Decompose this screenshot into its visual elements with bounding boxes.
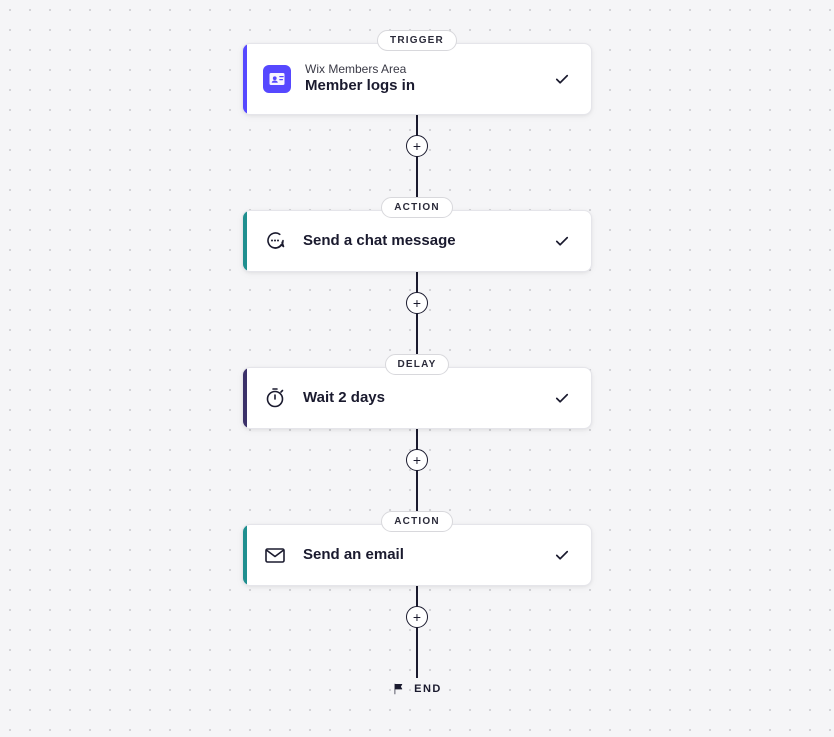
app-icon-members: [263, 65, 291, 93]
stopwatch-icon: [263, 386, 287, 410]
card-accent: [243, 525, 247, 585]
card-accent: [243, 44, 247, 114]
card-text: Send a chat message: [303, 231, 553, 251]
card-text: Send an email: [303, 545, 553, 565]
end-label: END: [414, 683, 442, 695]
flow-step-action: ACTION Send an email: [242, 511, 592, 586]
card-subtitle: Wix Members Area: [305, 62, 553, 76]
card-title: Member logs in: [305, 76, 553, 96]
card-text: Wait 2 days: [303, 388, 553, 408]
connector-line: [416, 469, 418, 511]
connector: +: [406, 115, 428, 197]
add-step-button[interactable]: +: [406, 606, 428, 628]
trigger-card[interactable]: Wix Members Area Member logs in: [242, 43, 592, 115]
step-badge: TRIGGER: [377, 30, 457, 51]
card-text: Wix Members Area Member logs in: [305, 62, 553, 96]
flow-step-delay: DELAY Wait 2 days: [242, 354, 592, 429]
step-badge: ACTION: [381, 197, 453, 218]
card-title: Wait 2 days: [303, 388, 553, 408]
mail-icon: [263, 543, 287, 567]
check-icon: [553, 232, 571, 250]
delay-card[interactable]: Wait 2 days: [242, 367, 592, 429]
step-badge: ACTION: [381, 511, 453, 532]
step-badge: DELAY: [385, 354, 450, 375]
chat-icon: [263, 229, 287, 253]
flow-step-action: ACTION Send a chat message: [242, 197, 592, 272]
card-title: Send an email: [303, 545, 553, 565]
add-step-button[interactable]: +: [406, 449, 428, 471]
flag-icon: [392, 682, 406, 696]
connector: +: [406, 272, 428, 354]
connector-line: [416, 586, 418, 608]
connector: +: [406, 586, 428, 678]
connector-line: [416, 155, 418, 197]
connector-line: [416, 115, 418, 137]
automation-flow: TRIGGER Wix Members Area Member logs in: [0, 0, 834, 696]
card-accent: [243, 211, 247, 271]
flow-step-trigger: TRIGGER Wix Members Area Member logs in: [242, 30, 592, 115]
connector: +: [406, 429, 428, 511]
action-card-chat[interactable]: Send a chat message: [242, 210, 592, 272]
check-icon: [553, 546, 571, 564]
check-icon: [553, 389, 571, 407]
connector-line: [416, 429, 418, 451]
action-card-email[interactable]: Send an email: [242, 524, 592, 586]
flow-end: END: [392, 682, 442, 696]
connector-line: [416, 272, 418, 294]
connector-line: [416, 626, 418, 678]
card-accent: [243, 368, 247, 428]
add-step-button[interactable]: +: [406, 292, 428, 314]
card-title: Send a chat message: [303, 231, 553, 251]
check-icon: [553, 70, 571, 88]
connector-line: [416, 312, 418, 354]
add-step-button[interactable]: +: [406, 135, 428, 157]
